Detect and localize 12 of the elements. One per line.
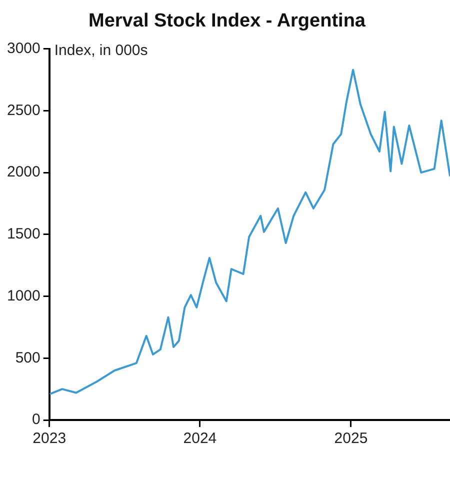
y-tick-label: 2000	[6, 164, 40, 181]
x-tick-label: 2024	[183, 430, 217, 448]
y-tick-label: 500	[15, 349, 40, 366]
y-tick-label: 2500	[6, 102, 40, 119]
y-tick-label: 1000	[6, 287, 40, 304]
x-tick-label: 2025	[334, 430, 368, 448]
x-tick-label: 2023	[32, 430, 66, 448]
chart-title: Merval Stock Index - Argentina	[88, 10, 366, 32]
y-tick-label: 0	[32, 411, 40, 428]
y-tick-label: 3000	[6, 40, 40, 57]
y-tick-label: 1500	[6, 226, 40, 243]
y-axis-title: Index, in 000s	[54, 42, 148, 59]
